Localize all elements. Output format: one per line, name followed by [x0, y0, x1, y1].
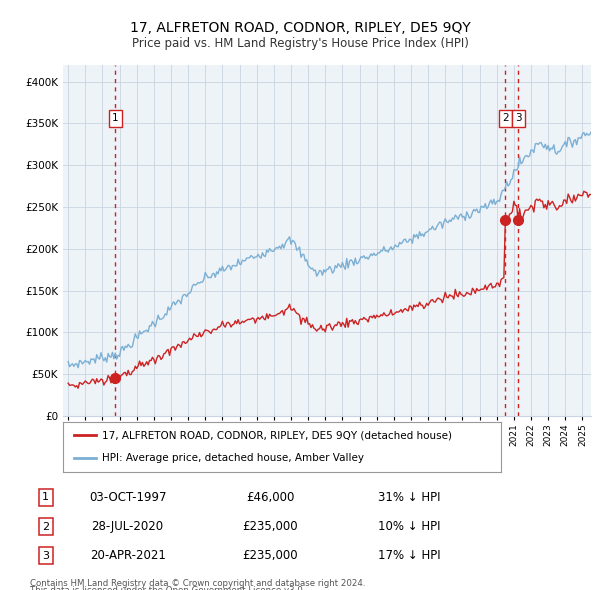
Text: 17% ↓ HPI: 17% ↓ HPI — [378, 549, 441, 562]
Text: 1: 1 — [112, 113, 119, 123]
Text: £46,000: £46,000 — [246, 491, 294, 504]
Text: 20-APR-2021: 20-APR-2021 — [90, 549, 166, 562]
Text: Contains HM Land Registry data © Crown copyright and database right 2024.: Contains HM Land Registry data © Crown c… — [30, 579, 365, 588]
Text: £235,000: £235,000 — [242, 520, 298, 533]
Text: HPI: Average price, detached house, Amber Valley: HPI: Average price, detached house, Ambe… — [103, 454, 364, 464]
Text: Price paid vs. HM Land Registry's House Price Index (HPI): Price paid vs. HM Land Registry's House … — [131, 37, 469, 50]
Text: 10% ↓ HPI: 10% ↓ HPI — [378, 520, 440, 533]
Text: 17, ALFRETON ROAD, CODNOR, RIPLEY, DE5 9QY: 17, ALFRETON ROAD, CODNOR, RIPLEY, DE5 9… — [130, 21, 470, 35]
Text: 3: 3 — [42, 551, 49, 560]
Text: This data is licensed under the Open Government Licence v3.0.: This data is licensed under the Open Gov… — [30, 586, 305, 590]
Text: 31% ↓ HPI: 31% ↓ HPI — [378, 491, 440, 504]
Text: 2: 2 — [502, 113, 509, 123]
Text: 28-JUL-2020: 28-JUL-2020 — [92, 520, 164, 533]
Text: 1: 1 — [42, 493, 49, 502]
Text: 17, ALFRETON ROAD, CODNOR, RIPLEY, DE5 9QY (detached house): 17, ALFRETON ROAD, CODNOR, RIPLEY, DE5 9… — [103, 430, 452, 440]
Text: 2: 2 — [42, 522, 49, 532]
Text: 03-OCT-1997: 03-OCT-1997 — [89, 491, 166, 504]
Text: £235,000: £235,000 — [242, 549, 298, 562]
Text: 3: 3 — [515, 113, 521, 123]
